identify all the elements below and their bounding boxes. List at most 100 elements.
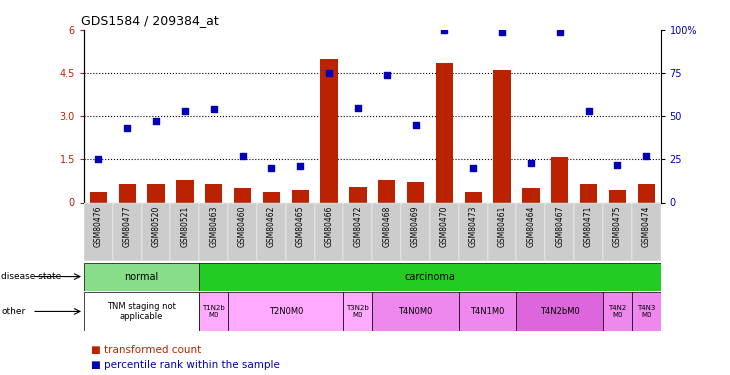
Bar	[545, 202, 574, 261]
Bar	[315, 202, 343, 261]
Text: GSM80520: GSM80520	[152, 206, 161, 247]
Point	[612, 162, 623, 168]
Bar	[458, 292, 516, 331]
Text: GSM80477: GSM80477	[123, 206, 131, 247]
Text: GSM80468: GSM80468	[383, 206, 391, 247]
Text: T1N2b
M0: T1N2b M0	[202, 305, 225, 318]
Text: GSM80521: GSM80521	[180, 206, 189, 247]
Point	[439, 27, 450, 33]
Bar	[343, 292, 372, 331]
Bar	[637, 184, 655, 203]
Text: ■ percentile rank within the sample: ■ percentile rank within the sample	[91, 360, 280, 370]
Point	[467, 165, 479, 171]
Bar	[147, 184, 165, 203]
Point	[121, 125, 133, 131]
Point	[410, 122, 421, 128]
Point	[150, 118, 162, 124]
Bar	[488, 202, 517, 261]
Bar	[84, 202, 112, 261]
Point	[525, 160, 537, 166]
Bar	[199, 262, 661, 291]
Bar	[631, 292, 661, 331]
Bar	[349, 187, 366, 202]
Bar	[522, 188, 539, 202]
Bar	[142, 202, 171, 261]
Bar	[320, 59, 338, 202]
Bar	[603, 292, 632, 331]
Point	[352, 105, 364, 111]
Bar	[632, 202, 661, 261]
Point	[583, 108, 594, 114]
Text: GSM80471: GSM80471	[584, 206, 593, 247]
Text: T2N0M0: T2N0M0	[269, 307, 303, 316]
Text: T4N1M0: T4N1M0	[470, 307, 505, 316]
Bar	[516, 202, 545, 261]
Point	[208, 106, 220, 112]
Bar	[234, 188, 251, 202]
Text: T3N2b
M0: T3N2b M0	[347, 305, 369, 318]
Point	[294, 163, 306, 169]
Bar	[464, 192, 482, 202]
Bar	[118, 184, 136, 203]
Bar	[493, 70, 511, 202]
Text: GSM80465: GSM80465	[296, 206, 304, 247]
Bar	[170, 202, 199, 261]
Point	[93, 156, 104, 162]
Bar	[430, 202, 458, 261]
Text: normal: normal	[125, 272, 158, 282]
Text: GSM80475: GSM80475	[613, 206, 622, 247]
Bar	[228, 202, 257, 261]
Text: GSM80474: GSM80474	[642, 206, 650, 247]
Text: GSM80464: GSM80464	[526, 206, 535, 247]
Bar	[199, 202, 228, 261]
Bar	[378, 180, 396, 203]
Text: ■ transformed count: ■ transformed count	[91, 345, 201, 355]
Text: GSM80466: GSM80466	[325, 206, 334, 247]
Text: GSM80460: GSM80460	[238, 206, 247, 247]
Text: disease state: disease state	[1, 272, 62, 281]
Text: other: other	[1, 307, 26, 316]
Bar	[199, 292, 228, 331]
Bar	[84, 292, 199, 331]
Text: GSM80463: GSM80463	[210, 206, 218, 247]
Bar	[603, 202, 632, 261]
Text: GSM80461: GSM80461	[498, 206, 507, 247]
Bar	[517, 292, 603, 331]
Bar	[372, 292, 458, 331]
Text: T4N2
M0: T4N2 M0	[608, 305, 626, 318]
Point	[381, 72, 393, 78]
Point	[266, 165, 277, 171]
Text: GDS1584 / 209384_at: GDS1584 / 209384_at	[81, 15, 219, 27]
Text: TNM staging not
applicable: TNM staging not applicable	[107, 302, 176, 321]
Bar	[228, 292, 343, 331]
Bar	[580, 184, 597, 203]
Text: GSM80469: GSM80469	[411, 206, 420, 247]
Point	[237, 153, 248, 159]
Bar	[609, 190, 626, 202]
Point	[179, 108, 191, 114]
Bar	[343, 202, 372, 261]
Text: T4N3
M0: T4N3 M0	[637, 305, 656, 318]
Bar	[263, 192, 280, 202]
Bar	[402, 202, 430, 261]
Bar	[551, 157, 569, 203]
Bar	[113, 202, 142, 261]
Point	[496, 29, 508, 35]
Text: T4N2bM0: T4N2bM0	[540, 307, 580, 316]
Bar	[574, 202, 603, 261]
Bar	[407, 182, 424, 203]
Bar	[90, 192, 107, 202]
Bar	[458, 202, 488, 261]
Text: GSM80476: GSM80476	[94, 206, 103, 247]
Bar	[257, 202, 285, 261]
Bar	[291, 190, 309, 202]
Text: carcinoma: carcinoma	[404, 272, 456, 282]
Point	[640, 153, 652, 159]
Text: GSM80470: GSM80470	[440, 206, 449, 247]
Point	[323, 70, 335, 76]
Text: GSM80467: GSM80467	[556, 206, 564, 247]
Text: GSM80473: GSM80473	[469, 206, 477, 247]
Bar	[205, 184, 223, 203]
Bar	[436, 63, 453, 202]
Bar	[176, 180, 193, 203]
